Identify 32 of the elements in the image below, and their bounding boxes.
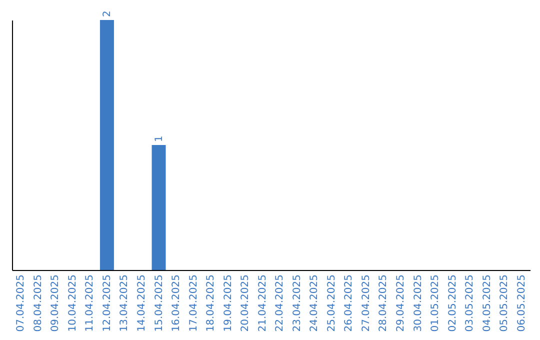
- x-tick-label: 05.05.2025: [499, 274, 510, 332]
- x-tick-label: 22.04.2025: [274, 274, 286, 332]
- x-tick-label: 16.04.2025: [171, 274, 182, 332]
- x-tick-label: 10.04.2025: [67, 274, 78, 332]
- x-tick-label: 04.05.2025: [482, 274, 493, 332]
- x-tick-label: 07.04.2025: [16, 274, 27, 332]
- data-label: 1: [154, 136, 165, 142]
- x-tick-label: 20.04.2025: [240, 274, 252, 332]
- x-tick-label: 12.04.2025: [102, 274, 113, 332]
- x-tick-label: 14.04.2025: [136, 274, 148, 332]
- x-tick-label: 02.05.2025: [447, 274, 458, 332]
- x-tick-label: 29.04.2025: [396, 274, 406, 332]
- x-tick-label: 26.04.2025: [344, 274, 355, 332]
- x-tick-label: 21.04.2025: [257, 274, 268, 332]
- x-tick-label: 25.04.2025: [326, 274, 338, 332]
- x-tick-label: 01.05.2025: [430, 274, 442, 332]
- x-tick-label: 28.04.2025: [378, 274, 390, 332]
- x-tick-label: 18.04.2025: [206, 274, 217, 332]
- x-tick-label: 17.04.2025: [188, 274, 200, 332]
- x-tick-label: 23.04.2025: [292, 274, 303, 332]
- x-tick-label: 06.05.2025: [516, 274, 528, 332]
- data-label: 2: [102, 10, 113, 17]
- x-tick-label: 15.04.2025: [154, 274, 165, 332]
- x-tick-label: 08.04.2025: [32, 274, 44, 332]
- x-tick-label: 27.04.2025: [360, 274, 372, 332]
- x-tick-label: 11.04.2025: [84, 274, 96, 332]
- x-tick-label: 09.04.2025: [50, 274, 62, 332]
- x-tick-label: 13.04.2025: [119, 274, 130, 332]
- x-tick-label: 03.05.2025: [464, 274, 476, 332]
- x-tick-label: 19.04.2025: [222, 274, 234, 332]
- x-tick-label: 24.04.2025: [309, 274, 320, 332]
- x-tick-label: 30.04.2025: [412, 274, 424, 332]
